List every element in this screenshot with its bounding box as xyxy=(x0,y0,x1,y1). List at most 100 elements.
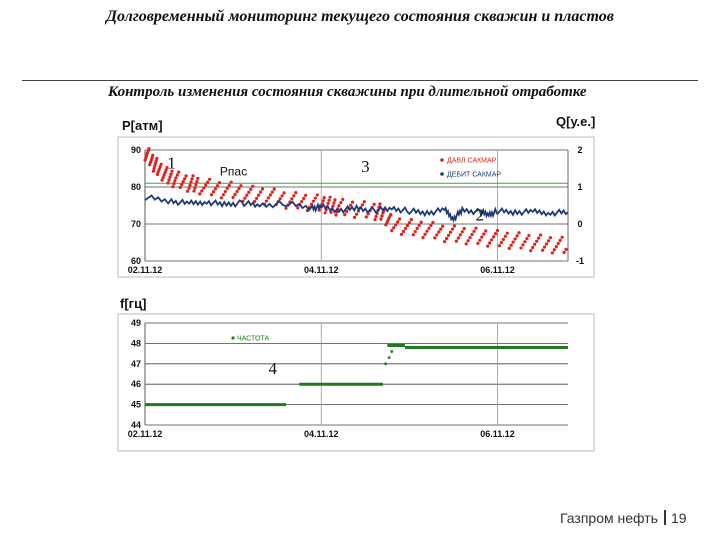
pressure-point xyxy=(290,197,294,201)
pressure-point xyxy=(341,197,345,202)
pressure-point xyxy=(334,213,338,217)
pressure-point xyxy=(429,223,433,227)
pressure-point xyxy=(196,176,200,181)
pressure-point xyxy=(209,193,214,197)
pressure-point xyxy=(399,232,404,236)
title-divider xyxy=(22,80,698,81)
pressure-point xyxy=(354,212,359,216)
pressure-point xyxy=(159,162,163,166)
pressure-point xyxy=(554,245,558,249)
pressure-point xyxy=(168,175,172,179)
pressure-point xyxy=(450,227,455,231)
chart1-annotation: 2 xyxy=(476,205,485,224)
pressure-point xyxy=(160,178,164,182)
pressure-point xyxy=(456,236,460,240)
pressure-point xyxy=(433,236,437,240)
page-number: 19 xyxy=(670,510,687,526)
pressure-point xyxy=(379,217,383,221)
footer-company: Газпром нефть xyxy=(560,510,658,526)
pressure-point xyxy=(162,173,166,177)
pressure-point xyxy=(533,242,537,246)
pressure-point xyxy=(180,182,184,187)
pressure-point xyxy=(556,241,560,246)
pressure-point xyxy=(213,187,218,191)
pressure-point xyxy=(164,168,168,172)
pressure-point xyxy=(421,235,425,240)
pressure-point xyxy=(258,190,263,194)
pressure-point xyxy=(154,159,158,163)
pressure-point xyxy=(454,239,458,243)
pressure-point xyxy=(409,217,413,222)
pressure-point xyxy=(327,198,331,202)
chart2-legend: ЧАСТОТА xyxy=(231,336,269,343)
pressure-point xyxy=(175,173,179,177)
pressure-point xyxy=(411,233,415,237)
pressure-point xyxy=(251,184,255,188)
pressure-point xyxy=(323,211,327,215)
chart1-xtick-label: 04.11.12 xyxy=(304,265,339,275)
pressure-point xyxy=(155,156,159,161)
pressure-point xyxy=(165,165,169,170)
pressure-point xyxy=(374,214,378,219)
pressure-point xyxy=(156,170,160,174)
pressure-point xyxy=(181,180,185,184)
pressure-point xyxy=(189,180,193,184)
pressure-point xyxy=(173,179,177,183)
pressure-point xyxy=(337,204,341,208)
pressure-point xyxy=(546,239,551,243)
pressure-point xyxy=(415,226,419,231)
pressure-point xyxy=(468,235,472,240)
pressure-point xyxy=(328,195,332,199)
chart1-xtick-label: 02.11.12 xyxy=(128,265,163,275)
pressure-point xyxy=(157,167,161,171)
pressure-point xyxy=(527,233,531,238)
pressure-point xyxy=(200,189,204,193)
pressure-point xyxy=(193,186,197,190)
pressure-point xyxy=(550,251,554,255)
pressure-point xyxy=(431,220,435,225)
pressure-point xyxy=(517,231,521,235)
pressure-point xyxy=(223,189,227,194)
pressure-point xyxy=(562,250,566,255)
pressure-point xyxy=(360,203,364,207)
pressure-point xyxy=(482,232,486,236)
pressure-point xyxy=(161,176,165,180)
pressure-point xyxy=(511,240,515,244)
pressure-point xyxy=(552,248,556,252)
chart2-ytick-label: 47 xyxy=(131,359,141,369)
legend-frequency-marker xyxy=(231,336,235,340)
footer: Газпром нефть 19 xyxy=(560,510,687,526)
pressure-point xyxy=(163,170,167,175)
pressure-point xyxy=(544,242,549,246)
pressure-point xyxy=(206,180,210,184)
pressure-point xyxy=(235,189,239,194)
frequency-chart: f[гц] 44 45 46 47 48 49 02.11.12 04.11.12 06.11.… xyxy=(117,296,595,452)
pressure-point xyxy=(349,203,353,207)
pressure-point xyxy=(425,229,429,233)
legend-flow-label: ДЕБИТ САКМАР xyxy=(447,172,501,179)
pressure-point xyxy=(448,230,453,234)
pressure-point xyxy=(501,237,505,242)
pressure-point xyxy=(302,196,306,201)
pressure-point xyxy=(491,235,496,239)
chart1-annotation: 1 xyxy=(167,154,176,173)
pressure-point xyxy=(437,230,441,234)
slide-title: Долговременный мониторинг текущего состо… xyxy=(106,8,614,25)
pressure-point xyxy=(538,233,543,237)
pressure-point xyxy=(403,226,408,231)
pressure-point xyxy=(150,156,154,160)
pressure-point xyxy=(152,166,156,171)
pressure-point xyxy=(322,196,326,200)
chart1-ytick-label: 60 xyxy=(131,256,141,266)
pressure-point xyxy=(166,181,170,185)
pressure-point xyxy=(499,240,504,245)
pressure-point xyxy=(535,239,539,243)
pressure-point xyxy=(392,226,396,230)
pressure-point xyxy=(174,176,178,180)
pressure-point xyxy=(255,196,259,200)
pressure-point xyxy=(303,193,308,197)
pressure-point xyxy=(474,226,478,230)
chart1-y2tick-label: 0 xyxy=(577,219,582,229)
pressure-point xyxy=(503,234,507,238)
